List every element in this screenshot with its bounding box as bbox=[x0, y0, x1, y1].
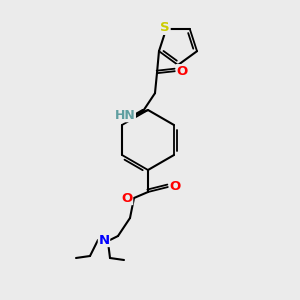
Text: HN: HN bbox=[115, 109, 135, 122]
Text: O: O bbox=[176, 65, 188, 78]
Text: O: O bbox=[169, 181, 181, 194]
Text: N: N bbox=[98, 233, 110, 247]
Text: O: O bbox=[122, 191, 133, 205]
Text: S: S bbox=[160, 21, 170, 34]
